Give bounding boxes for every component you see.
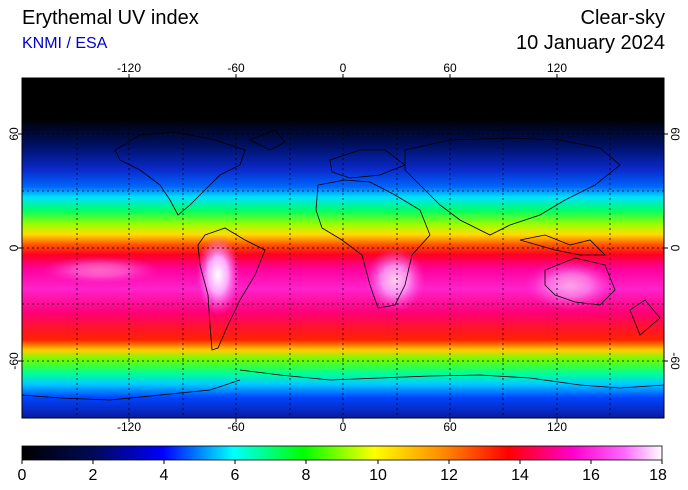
- lon-tick-top: 0: [340, 61, 347, 75]
- colorbar-label: 16: [582, 467, 600, 484]
- lon-tick-top: 60: [443, 61, 457, 75]
- colorbar-label: 8: [302, 467, 311, 484]
- colorbar-label: 12: [440, 467, 458, 484]
- lon-tick-bottom: -60: [227, 420, 245, 434]
- colorbar-label: 6: [231, 467, 240, 484]
- sky-condition: Clear-sky: [580, 7, 665, 29]
- lat-tick-left: -60: [7, 352, 21, 370]
- map-date: 10 January 2024: [515, 32, 665, 54]
- colorbar-label: 10: [369, 467, 387, 484]
- colorbar: [21, 445, 663, 461]
- lon-tick-bottom: 0: [340, 420, 347, 434]
- colorbar-label: 2: [89, 467, 98, 484]
- lon-tick-top: -120: [117, 61, 141, 75]
- colorbar-label: 0: [18, 467, 27, 484]
- colorbar-label: 18: [649, 467, 667, 484]
- lon-tick-bottom: 60: [443, 420, 457, 434]
- lat-tick-right: -60: [668, 352, 682, 370]
- map-title: Erythemal UV index: [22, 7, 199, 29]
- lon-tick-bottom: -120: [117, 420, 141, 434]
- colorbar-ticks: [21, 460, 663, 464]
- graticule: [22, 78, 664, 418]
- map-source: KNMI / ESA: [22, 35, 108, 52]
- map-tick-marks: [18, 74, 668, 422]
- lat-tick-right: 60: [668, 127, 682, 141]
- lat-tick-right: 0: [668, 245, 682, 252]
- colorbar-label: 14: [511, 467, 529, 484]
- lon-tick-top: 120: [547, 61, 567, 75]
- lon-tick-bottom: 120: [547, 420, 567, 434]
- lat-tick-left: 0: [7, 244, 21, 251]
- lon-tick-top: -60: [227, 61, 245, 75]
- coastlines: [22, 129, 664, 401]
- colorbar-label: 4: [160, 467, 169, 484]
- lat-tick-left: 60: [7, 127, 21, 141]
